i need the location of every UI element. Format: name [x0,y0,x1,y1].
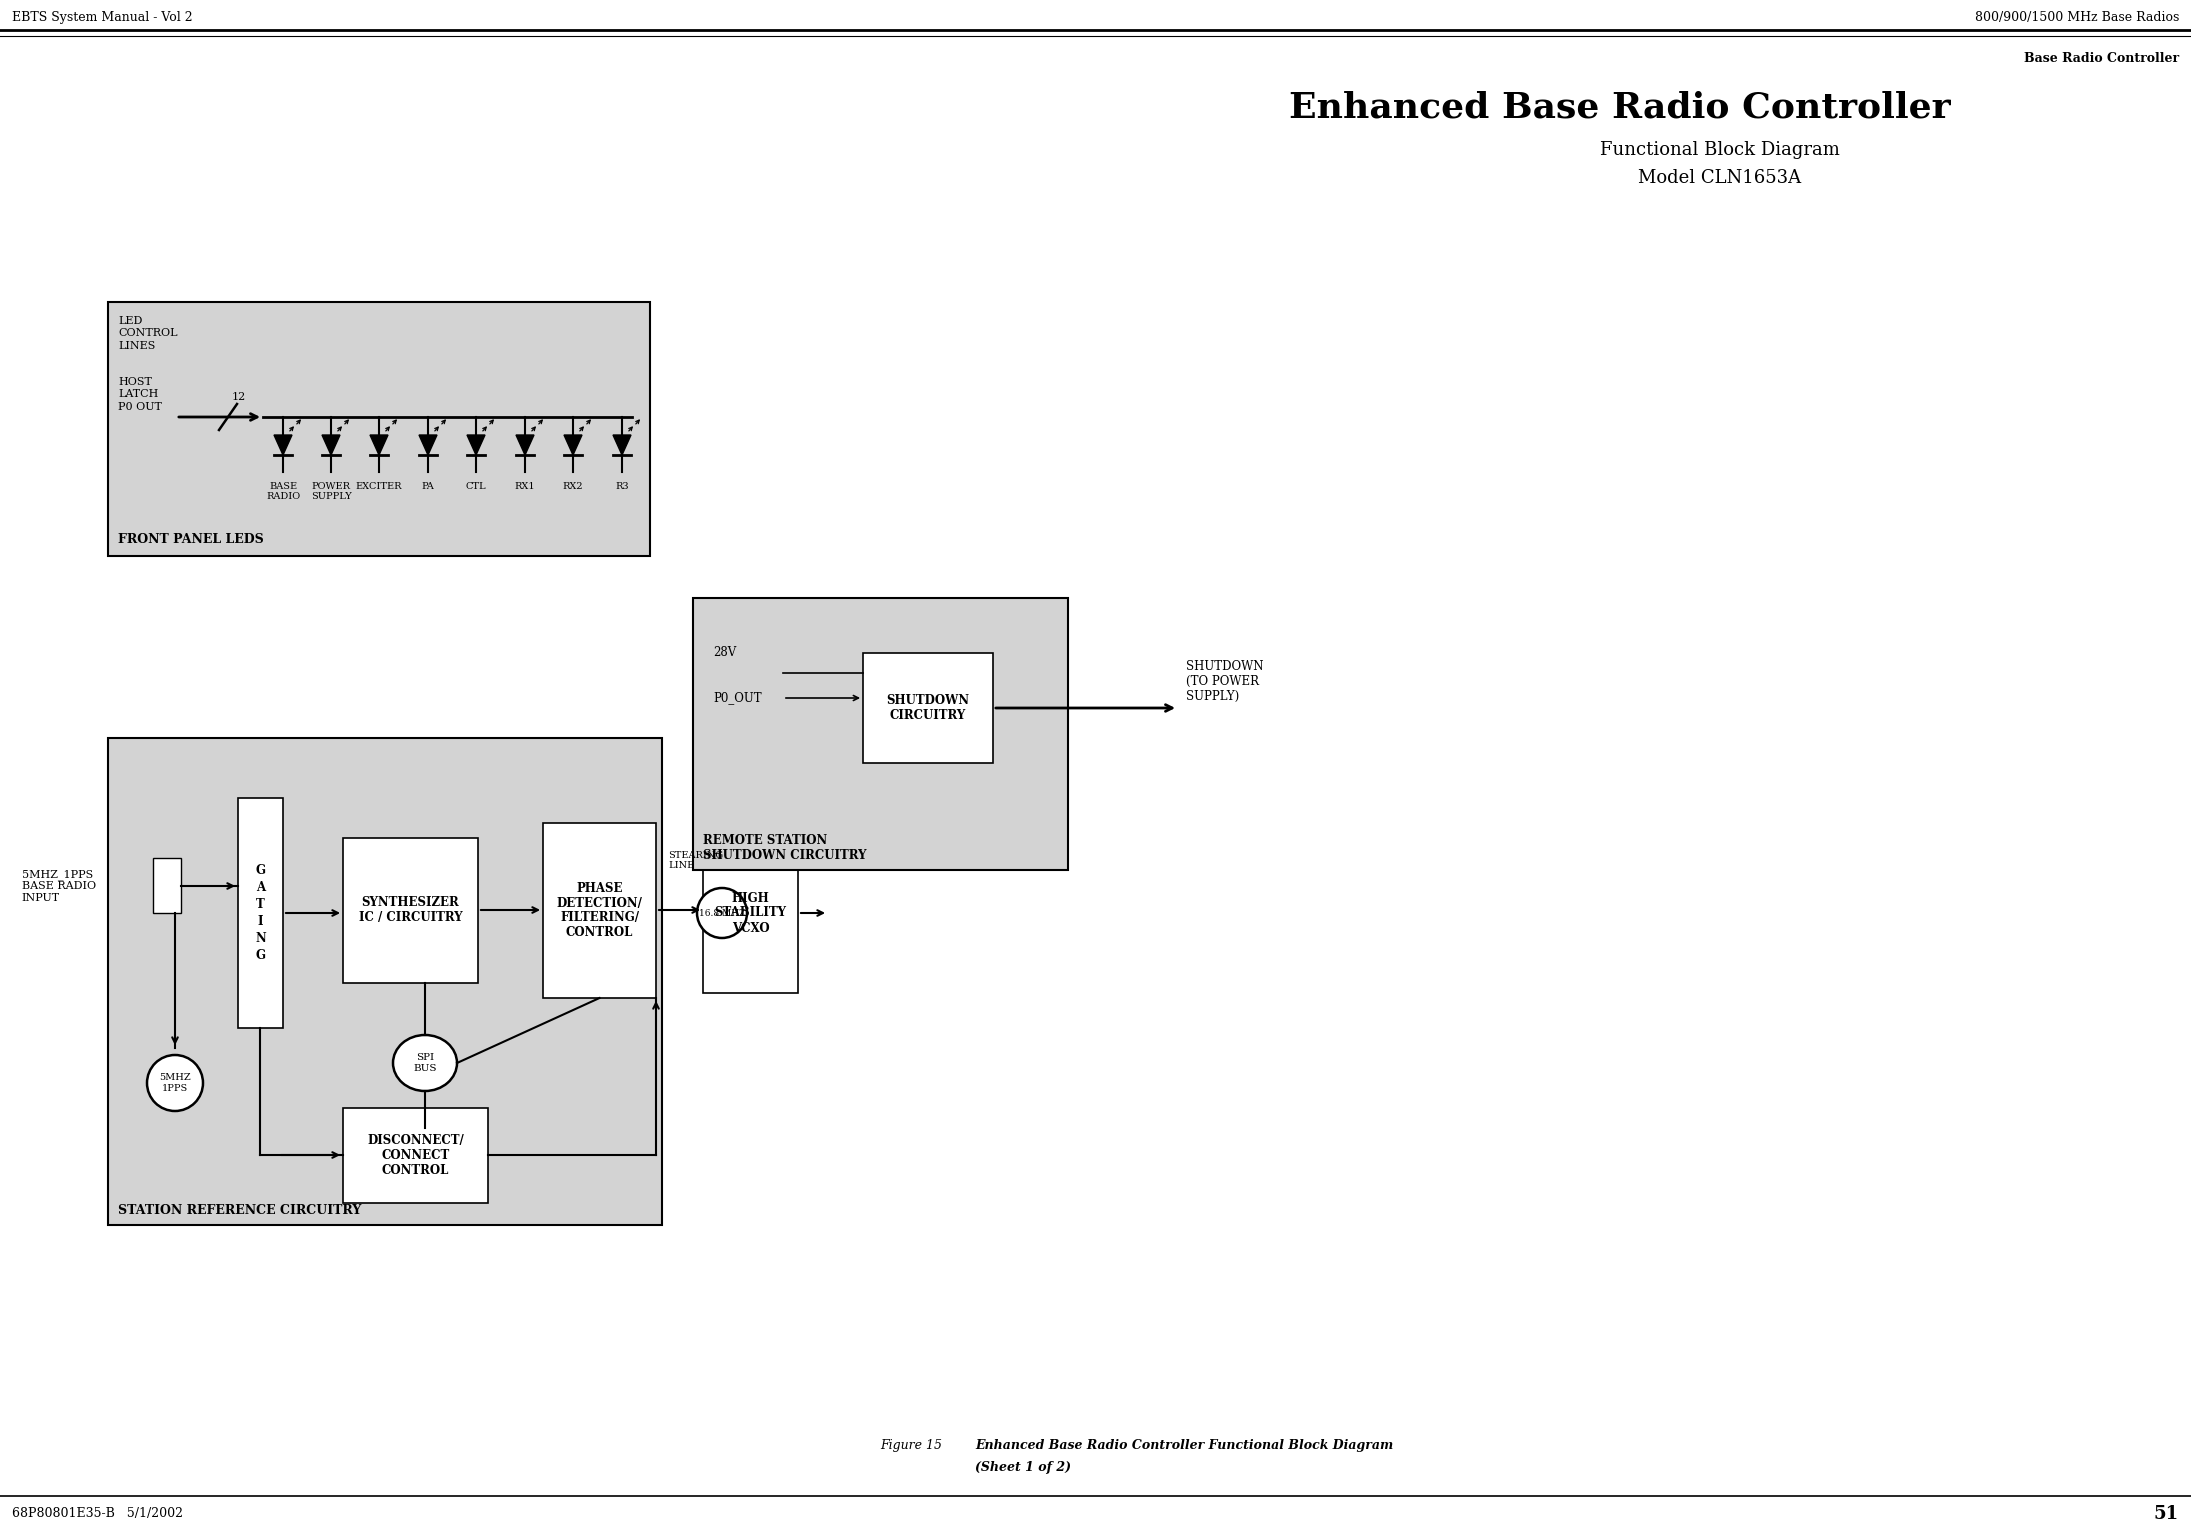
Text: 5MHZ
1PPS: 5MHZ 1PPS [160,1074,191,1093]
Text: RX2: RX2 [563,482,583,491]
Text: 5MHZ_1PPS
BASE RADIO
INPUT: 5MHZ_1PPS BASE RADIO INPUT [22,869,96,903]
Text: SPI
BUS: SPI BUS [414,1054,436,1072]
FancyBboxPatch shape [344,1109,489,1203]
Text: STEARING
LINE: STEARING LINE [668,851,723,871]
Text: 68P80801E35-B   5/1/2002: 68P80801E35-B 5/1/2002 [11,1508,184,1520]
FancyBboxPatch shape [692,598,1067,869]
Text: LED
CONTROL
LINES: LED CONTROL LINES [118,316,177,351]
FancyBboxPatch shape [703,833,798,993]
Polygon shape [563,435,583,454]
Polygon shape [370,435,388,454]
Text: G
A
T
I
N
G: G A T I N G [254,865,265,962]
Text: EXCITER: EXCITER [355,482,403,491]
Text: P0_OUT: P0_OUT [712,691,762,705]
Text: REMOTE STATION
SHUTDOWN CIRCUITRY: REMOTE STATION SHUTDOWN CIRCUITRY [703,834,865,862]
Text: 800/900/1500 MHz Base Radios: 800/900/1500 MHz Base Radios [1974,12,2180,24]
Text: 51: 51 [2154,1505,2180,1523]
Text: PHASE
DETECTION/
FILTERING/
CONTROL: PHASE DETECTION/ FILTERING/ CONTROL [557,881,642,939]
FancyBboxPatch shape [344,839,478,984]
Text: Base Radio Controller: Base Radio Controller [2024,52,2180,64]
Text: Functional Block Diagram: Functional Block Diagram [1599,140,1840,159]
Text: Model CLN1653A: Model CLN1653A [1639,169,1801,188]
FancyBboxPatch shape [239,798,283,1028]
FancyBboxPatch shape [153,859,182,913]
Text: (Sheet 1 of 2): (Sheet 1 of 2) [975,1461,1071,1475]
Polygon shape [418,435,436,454]
Text: HIGH
STABILITY
VCXO: HIGH STABILITY VCXO [714,892,787,935]
Text: SYNTHESIZER
IC / CIRCUITRY: SYNTHESIZER IC / CIRCUITRY [359,897,462,924]
Text: EBTS System Manual - Vol 2: EBTS System Manual - Vol 2 [11,12,193,24]
Polygon shape [274,435,291,454]
Text: Enhanced Base Radio Controller: Enhanced Base Radio Controller [1288,92,1950,125]
Text: HOST
LATCH
P0 OUT: HOST LATCH P0 OUT [118,377,162,412]
Text: SHUTDOWN
(TO POWER
SUPPLY): SHUTDOWN (TO POWER SUPPLY) [1185,660,1264,703]
Text: R3: R3 [616,482,629,491]
Polygon shape [613,435,631,454]
Text: STATION REFERENCE CIRCUITRY: STATION REFERENCE CIRCUITRY [118,1205,362,1217]
FancyBboxPatch shape [107,738,662,1225]
Ellipse shape [392,1035,458,1090]
FancyBboxPatch shape [863,653,993,762]
Circle shape [697,888,747,938]
Text: Figure 15: Figure 15 [881,1438,942,1452]
Text: 28V: 28V [712,647,736,659]
Text: RX1: RX1 [515,482,535,491]
Polygon shape [467,435,484,454]
Text: Enhanced Base Radio Controller Functional Block Diagram: Enhanced Base Radio Controller Functiona… [975,1438,1393,1452]
Text: SHUTDOWN
CIRCUITRY: SHUTDOWN CIRCUITRY [887,694,971,721]
Text: BASE
RADIO: BASE RADIO [265,482,300,502]
FancyBboxPatch shape [543,824,655,997]
FancyBboxPatch shape [107,302,651,557]
Text: POWER
SUPPLY: POWER SUPPLY [311,482,351,502]
Text: DISCONNECT/
CONNECT
CONTROL: DISCONNECT/ CONNECT CONTROL [368,1135,464,1177]
Text: PA: PA [421,482,434,491]
Polygon shape [517,435,535,454]
Text: 16.8 MHZ: 16.8 MHZ [699,909,745,918]
Text: 12: 12 [232,392,245,403]
Text: CTL: CTL [467,482,486,491]
Polygon shape [322,435,340,454]
Text: FRONT PANEL LEDS: FRONT PANEL LEDS [118,534,263,546]
Circle shape [147,1055,204,1112]
